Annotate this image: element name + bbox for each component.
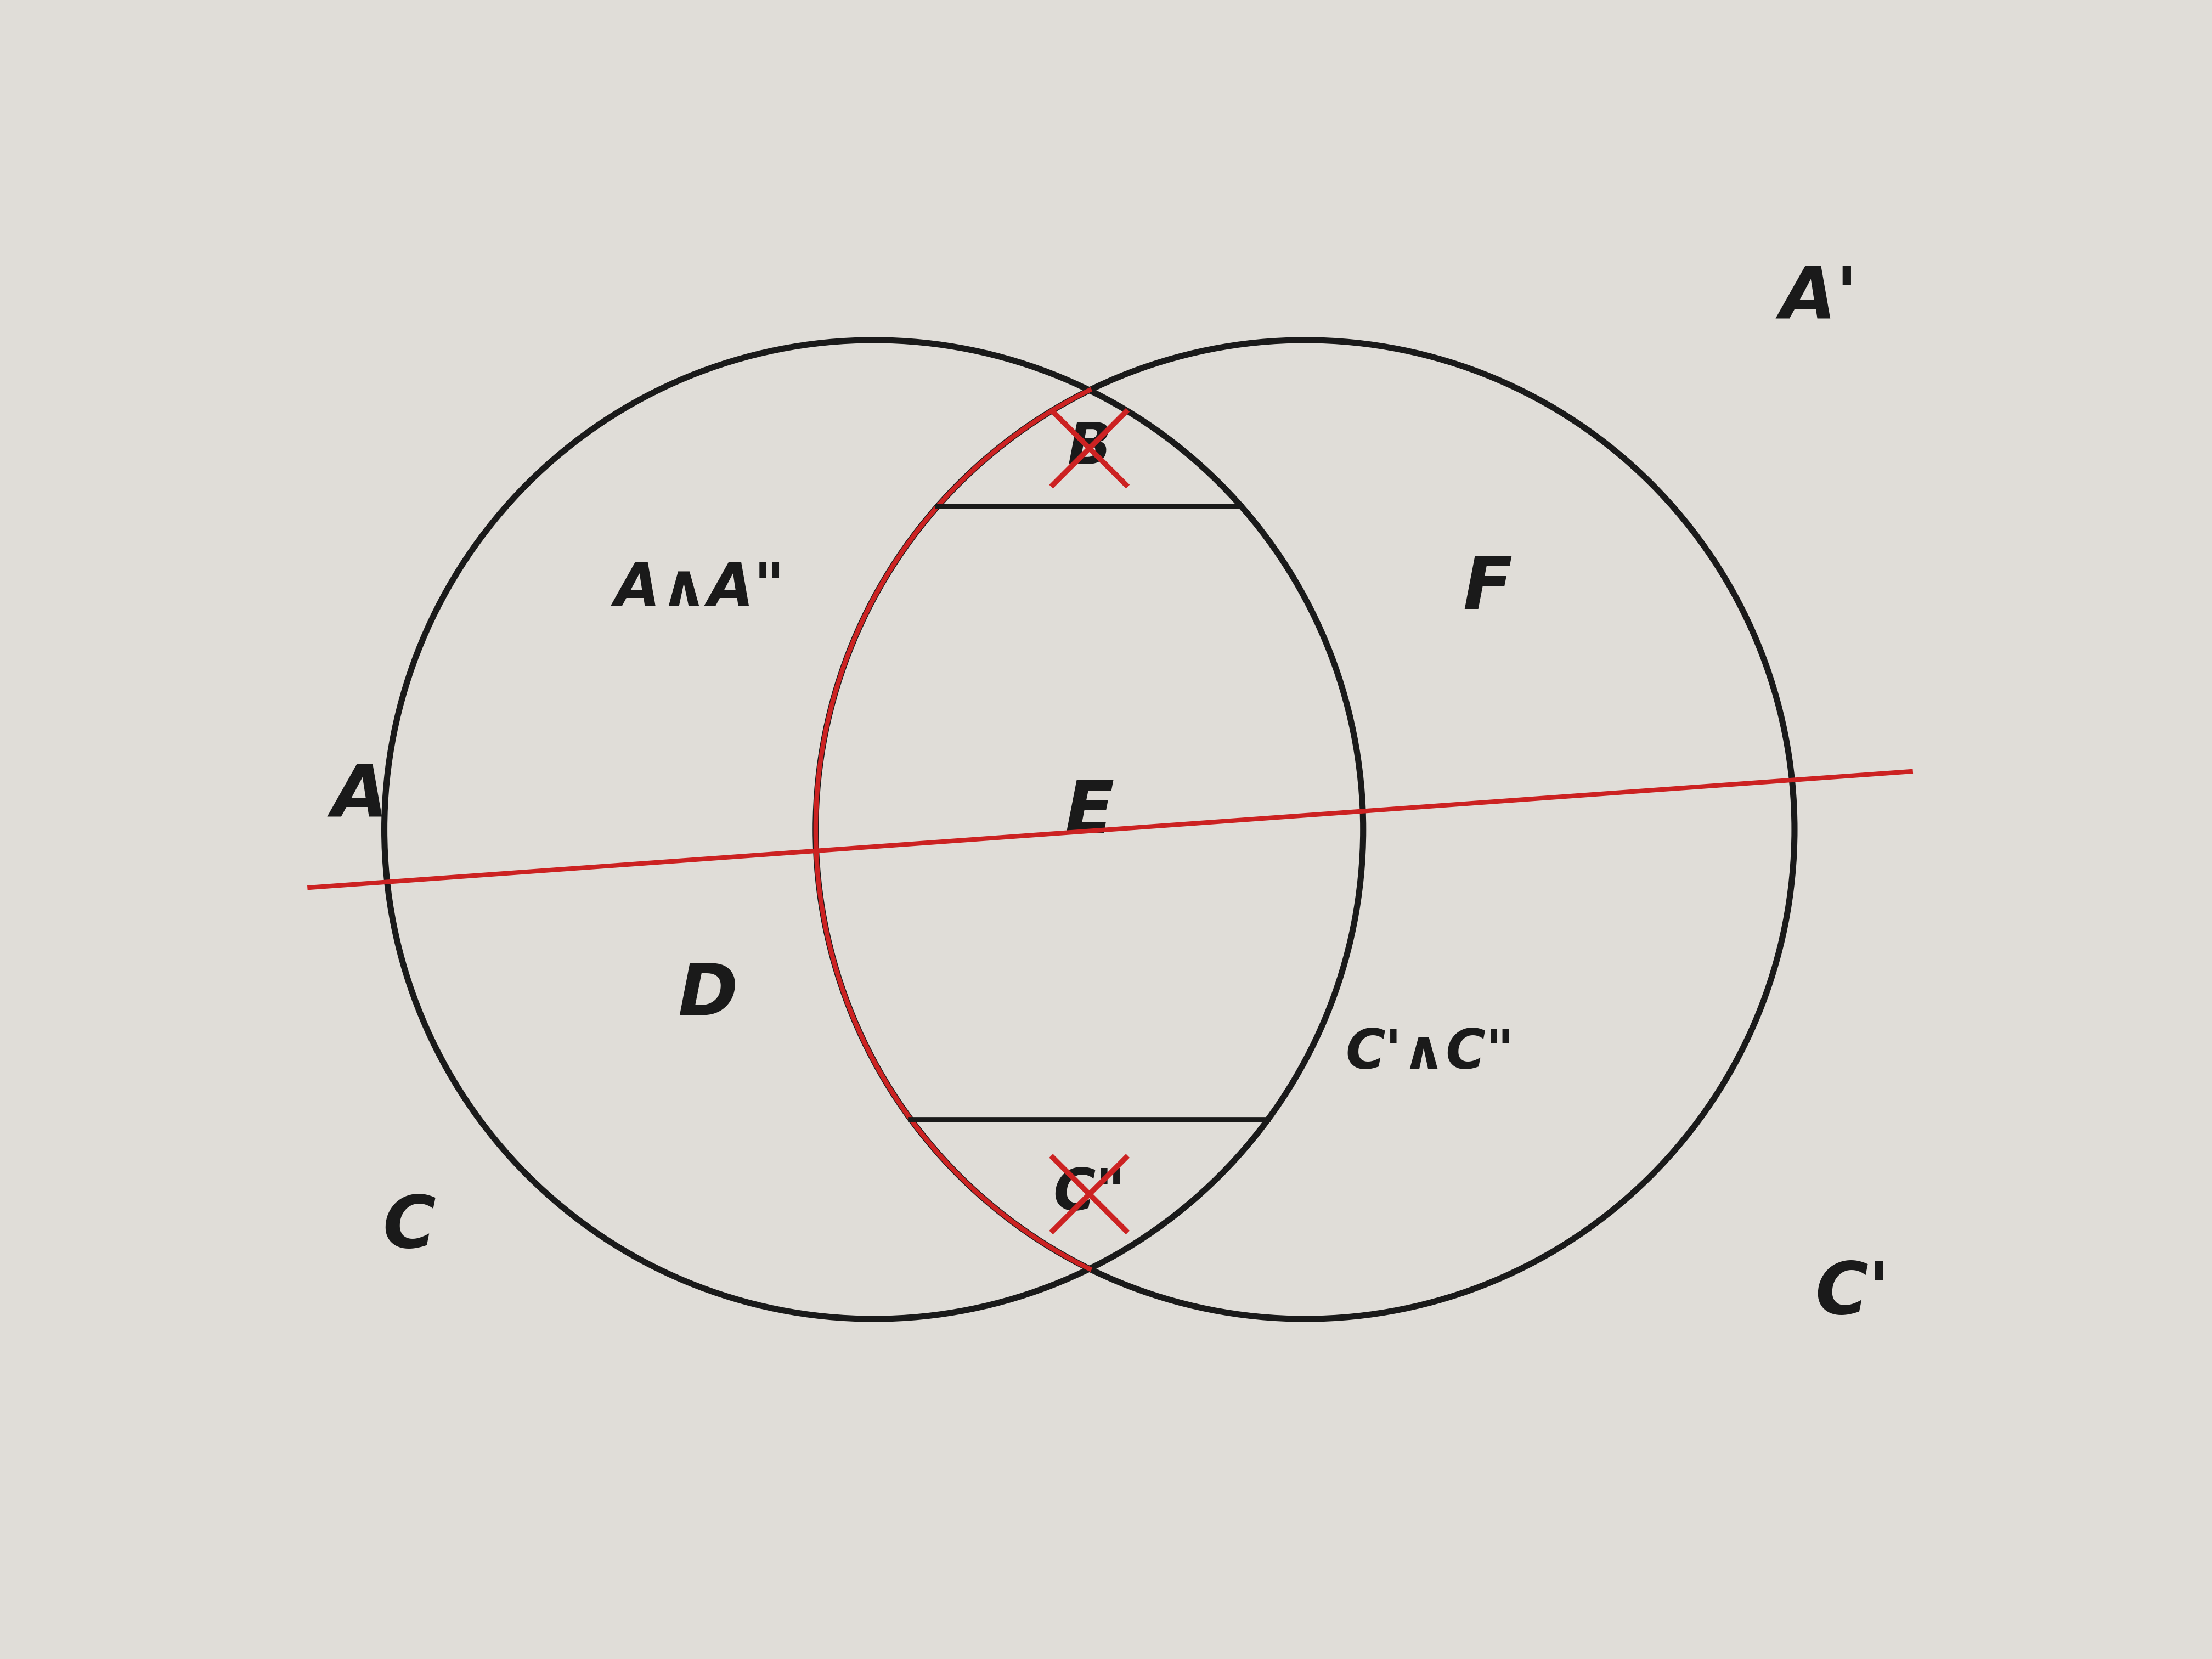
Text: C: C: [383, 1193, 436, 1262]
Text: C': C': [1814, 1259, 1891, 1329]
Text: C": C": [1053, 1166, 1126, 1223]
Text: A∧A": A∧A": [615, 559, 785, 619]
Text: B: B: [1068, 420, 1110, 476]
Text: D: D: [677, 961, 739, 1030]
Text: A: A: [332, 761, 387, 831]
Text: E: E: [1064, 778, 1115, 848]
Text: A': A': [1781, 264, 1858, 333]
Text: F: F: [1462, 554, 1513, 624]
Text: C'∧C": C'∧C": [1345, 1027, 1513, 1080]
